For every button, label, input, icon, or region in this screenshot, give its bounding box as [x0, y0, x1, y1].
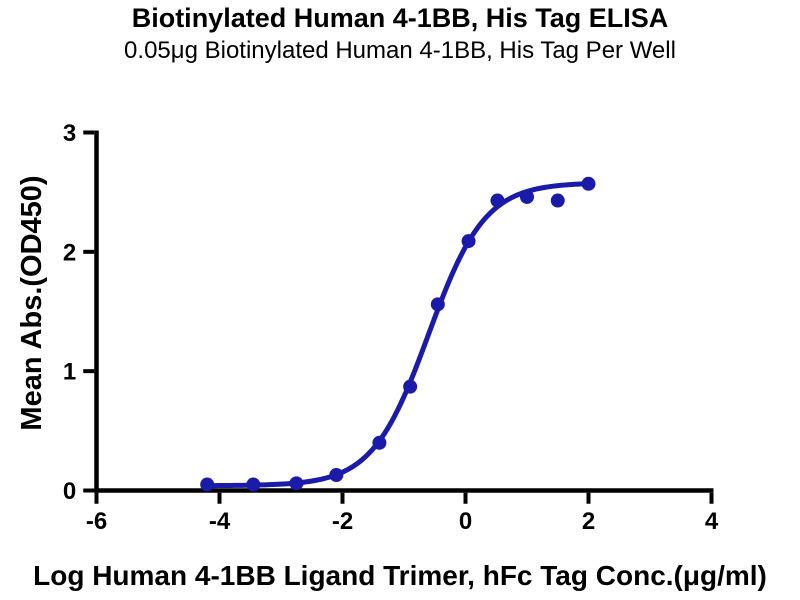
data-point: [372, 435, 387, 450]
y-tick-label: 1: [63, 359, 76, 386]
data-point: [403, 379, 418, 394]
x-tick-label: -2: [332, 508, 353, 535]
x-tick-label: -4: [209, 508, 231, 535]
data-point: [550, 193, 565, 208]
data-point: [329, 467, 344, 482]
data-point: [430, 297, 445, 312]
chart-title: Biotinylated Human 4-1BB, His Tag ELISA: [131, 3, 669, 33]
x-tick-label: 4: [705, 508, 719, 535]
y-tick-label: 2: [63, 239, 76, 266]
data-point: [246, 477, 261, 492]
data-point: [520, 189, 534, 204]
data-point: [200, 477, 215, 492]
chart-subtitle: 0.05μg Biotinylated Human 4-1BB, His Tag…: [124, 37, 676, 64]
y-tick-label: 0: [63, 478, 76, 505]
fit-curve: [204, 181, 591, 489]
data-point: [490, 193, 505, 208]
data-point: [461, 234, 476, 249]
x-axis-label: Log Human 4-1BB Ligand Trimer, hFc Tag C…: [33, 560, 767, 591]
y-tick-label: 3: [63, 120, 76, 147]
x-tick-label: 0: [459, 508, 472, 535]
x-tick-label: 2: [582, 508, 595, 535]
data-point: [289, 476, 304, 491]
data-point: [581, 176, 596, 191]
x-tick-label: -6: [86, 508, 107, 535]
